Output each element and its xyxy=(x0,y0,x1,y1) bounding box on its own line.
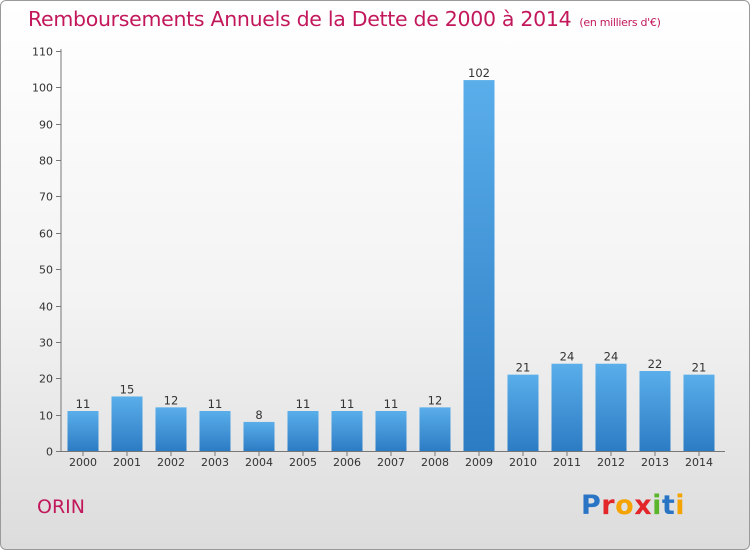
y-tick-label: 70 xyxy=(39,191,53,204)
bar-value-label: 11 xyxy=(384,397,399,411)
y-tick-label: 30 xyxy=(39,337,53,350)
x-tick-label: 2006 xyxy=(333,456,361,469)
x-tick-label: 2012 xyxy=(597,456,625,469)
x-tick-label: 2007 xyxy=(377,456,405,469)
bar xyxy=(67,411,99,451)
bar-value-label: 11 xyxy=(340,397,355,411)
chart-title-text: Remboursements Annuels de la Dette de 20… xyxy=(28,7,572,31)
bar-value-label: 22 xyxy=(648,357,663,371)
logo-letter: i xyxy=(675,490,686,521)
logo-letter: r xyxy=(601,490,616,521)
y-tick-label: 10 xyxy=(39,410,53,423)
y-tick-label: 90 xyxy=(39,119,53,132)
bar-value-label: 102 xyxy=(468,66,490,80)
x-tick-label: 2010 xyxy=(509,456,537,469)
bar xyxy=(507,374,539,451)
bar xyxy=(199,411,231,451)
bar-value-label: 12 xyxy=(428,393,443,407)
bar xyxy=(463,80,495,451)
bar-value-label: 21 xyxy=(692,361,707,375)
x-tick-label: 2014 xyxy=(685,456,713,469)
axes: 0 10 20 30 40 50 60 70 80 90 100 110 2000 2001 2002 200… xyxy=(32,46,725,469)
logo-letter: o xyxy=(615,490,635,521)
x-tick-label: 2002 xyxy=(157,456,185,469)
y-tick-label: 40 xyxy=(39,301,53,314)
bar xyxy=(243,421,275,451)
x-tick-label: 2001 xyxy=(113,456,141,469)
y-tick-label: 50 xyxy=(39,264,53,277)
bar xyxy=(639,371,671,451)
chart-title: Remboursements Annuels de la Dette de 20… xyxy=(28,7,661,31)
bar-value-label: 8 xyxy=(255,408,262,422)
x-tick-label: 2008 xyxy=(421,456,449,469)
x-tick-label: 2003 xyxy=(201,456,229,469)
bar-value-label: 21 xyxy=(516,361,531,375)
bar xyxy=(595,363,627,451)
y-tick-label: 20 xyxy=(39,373,53,386)
bar-value-label: 24 xyxy=(604,350,619,364)
bar-value-label: 24 xyxy=(560,350,575,364)
city-name: ORIN xyxy=(37,496,85,518)
bar xyxy=(287,411,319,451)
bar xyxy=(111,396,143,451)
bar xyxy=(155,407,187,451)
x-tick-label: 2009 xyxy=(465,456,493,469)
bar xyxy=(551,363,583,451)
y-tick-label: 100 xyxy=(32,82,53,95)
logo-letter: t xyxy=(661,490,676,521)
chart-unit-note: (en milliers d'€) xyxy=(579,16,661,29)
proxiti-logo: Proxiti xyxy=(581,490,685,521)
bar-value-label: 11 xyxy=(296,397,311,411)
logo-letter: x xyxy=(634,490,653,521)
y-tick-label: 0 xyxy=(46,446,53,459)
bar xyxy=(419,407,451,451)
bar xyxy=(683,374,715,451)
x-tick-label: 2004 xyxy=(245,456,273,469)
x-tick-label: 2000 xyxy=(69,456,97,469)
x-tick-label: 2005 xyxy=(289,456,317,469)
y-tick-label: 80 xyxy=(39,155,53,168)
bar-value-label: 11 xyxy=(208,397,223,411)
bar-value-label: 11 xyxy=(76,397,91,411)
logo-letter: i xyxy=(652,490,662,521)
bar-value-label: 12 xyxy=(164,393,179,407)
x-tick-label: 2013 xyxy=(641,456,669,469)
value-labels: 11 15 12 11 8 11 11 11 12 102 21 24 24 22 21 xyxy=(76,66,707,422)
y-tick-label: 60 xyxy=(39,228,53,241)
logo-letter: P xyxy=(581,490,602,521)
y-tick-label: 110 xyxy=(32,46,53,59)
bar xyxy=(331,411,363,451)
x-tick-label: 2011 xyxy=(553,456,581,469)
bar xyxy=(375,411,407,451)
bars xyxy=(67,80,715,451)
bar-value-label: 15 xyxy=(120,382,135,396)
